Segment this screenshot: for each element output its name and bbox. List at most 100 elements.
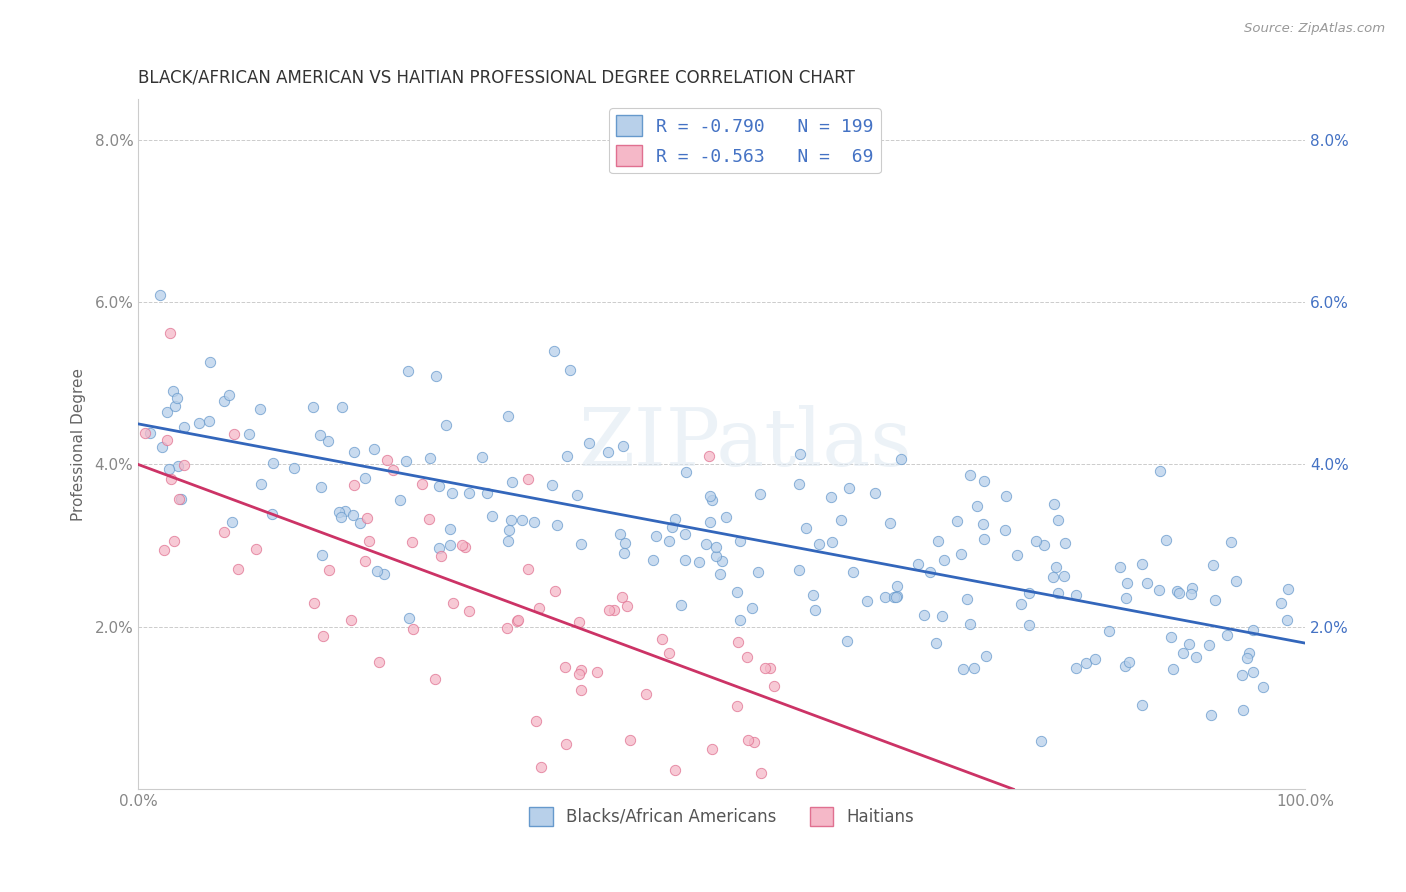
Point (787, 477, 810, 491)
Point (318, 434, 340, 448)
Point (425, 673, 447, 687)
Point (170, 492, 193, 507)
Legend: Blacks/African Americans, Haitians: Blacks/African Americans, Haitians (523, 800, 921, 832)
Point (673, 526, 696, 541)
Point (1033, 538, 1056, 552)
Point (688, 555, 710, 569)
Point (373, 567, 395, 582)
Point (879, 516, 901, 531)
Point (742, 735, 765, 749)
Point (567, 487, 589, 501)
Point (1042, 570, 1064, 584)
Point (1098, 624, 1121, 638)
Point (931, 609, 953, 624)
Point (458, 486, 481, 500)
Point (641, 553, 664, 567)
Point (496, 534, 519, 549)
Point (340, 613, 363, 627)
Point (471, 450, 494, 464)
Point (699, 515, 721, 529)
Point (187, 416, 209, 430)
Point (1277, 582, 1299, 597)
Point (366, 564, 388, 578)
Point (1230, 668, 1253, 682)
Point (198, 355, 221, 369)
Point (884, 591, 907, 605)
Text: ZIPatlas: ZIPatlas (578, 405, 911, 483)
Point (212, 394, 235, 409)
Point (1115, 591, 1137, 605)
Point (699, 489, 721, 503)
Point (418, 512, 440, 526)
Point (1163, 662, 1185, 676)
Point (377, 453, 399, 467)
Point (262, 456, 284, 470)
Point (330, 510, 353, 524)
Point (1241, 665, 1264, 679)
Point (318, 563, 340, 577)
Point (1225, 574, 1247, 588)
Y-axis label: Professional Degree: Professional Degree (72, 368, 86, 521)
Point (634, 687, 657, 701)
Point (1031, 734, 1053, 748)
Point (956, 592, 979, 607)
Point (651, 632, 673, 646)
Point (1215, 628, 1237, 642)
Point (342, 445, 364, 459)
Point (598, 603, 620, 617)
Point (157, 462, 180, 476)
Text: BLACK/AFRICAN AMERICAN VS HAITIAN PROFESSIONAL DEGREE CORRELATION CHART: BLACK/AFRICAN AMERICAN VS HAITIAN PROFES… (138, 69, 855, 87)
Point (167, 492, 190, 507)
Point (886, 589, 908, 603)
Point (150, 440, 173, 454)
Point (1181, 581, 1204, 595)
Point (330, 401, 353, 415)
Point (343, 478, 366, 492)
Point (173, 458, 195, 472)
Point (603, 603, 626, 617)
Point (1160, 630, 1182, 644)
Point (328, 505, 350, 519)
Point (741, 600, 763, 615)
Point (820, 490, 842, 504)
Point (441, 486, 464, 500)
Point (808, 537, 831, 551)
Point (167, 459, 190, 474)
Point (612, 439, 634, 453)
Point (883, 590, 905, 604)
Text: Source: ZipAtlas.com: Source: ZipAtlas.com (1244, 22, 1385, 36)
Point (725, 585, 748, 599)
Point (994, 523, 1017, 537)
Point (1185, 650, 1208, 665)
Point (226, 561, 249, 575)
Point (498, 523, 520, 537)
Point (709, 567, 731, 582)
Point (710, 554, 733, 568)
Point (349, 516, 371, 531)
Point (1018, 586, 1040, 600)
Point (747, 565, 769, 579)
Point (568, 615, 591, 629)
Point (920, 565, 942, 579)
Point (972, 516, 994, 531)
Point (973, 474, 995, 488)
Point (664, 512, 686, 526)
Point (856, 594, 879, 608)
Point (658, 534, 681, 549)
Point (873, 590, 896, 604)
Point (886, 579, 908, 593)
Point (524, 714, 547, 728)
Point (644, 528, 666, 542)
Point (441, 596, 464, 610)
Point (1047, 586, 1070, 600)
Point (218, 388, 240, 402)
Point (706, 549, 728, 563)
Point (1047, 513, 1070, 527)
Point (342, 508, 364, 522)
Point (613, 546, 636, 560)
Point (995, 489, 1018, 503)
Point (1043, 497, 1066, 511)
Point (1173, 646, 1195, 660)
Point (496, 621, 519, 635)
Point (163, 533, 186, 548)
